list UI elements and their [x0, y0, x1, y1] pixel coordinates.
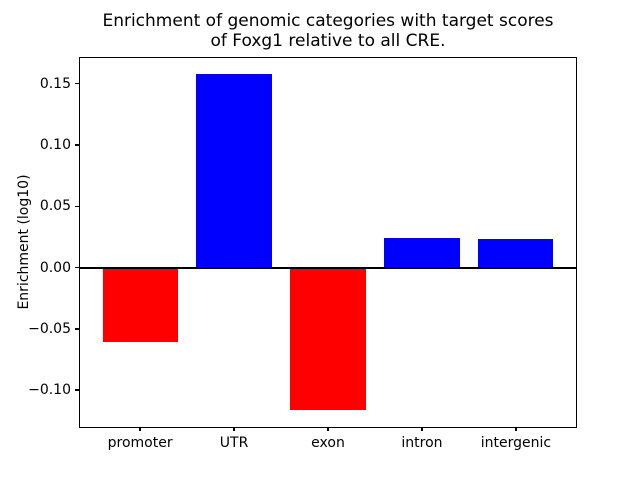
x-tick-mark: [139, 427, 141, 431]
x-tick-mark: [233, 427, 235, 431]
bar-promoter: [102, 267, 178, 343]
x-tick-label-intergenic: intergenic: [480, 435, 552, 451]
y-tick-mark: [75, 144, 79, 146]
y-tick-mark: [75, 328, 79, 330]
zero-line: [80, 266, 576, 269]
x-tick-label-UTR: UTR: [219, 435, 249, 451]
x-tick-label-intron: intron: [401, 435, 443, 451]
y-tick-mark: [75, 389, 79, 391]
bar-intergenic: [478, 239, 554, 268]
x-tick-mark: [327, 427, 329, 431]
y-tick-label: 0.00: [39, 259, 71, 276]
y-tick-label: 0.15: [39, 75, 71, 92]
y-tick-label: −0.05: [28, 320, 71, 337]
bar-exon: [290, 267, 366, 410]
y-tick-label: 0.05: [39, 198, 71, 215]
y-tick-mark: [75, 266, 79, 269]
bar-intron: [384, 238, 460, 268]
y-tick-mark: [75, 205, 79, 208]
y-tick-mark: [75, 82, 79, 85]
x-tick-label-exon: exon: [311, 435, 345, 451]
x-tick-label-promoter: promoter: [107, 435, 173, 451]
x-tick-mark: [515, 427, 517, 431]
y-tick-label: −0.10: [28, 382, 71, 399]
x-tick-mark: [421, 427, 423, 431]
y-tick-label: 0.10: [39, 137, 71, 154]
bar-UTR: [196, 73, 272, 268]
chart-title: Enrichment of genomic categories with ta…: [102, 11, 554, 52]
y-axis-label: Enrichment (log10): [16, 174, 32, 310]
plot-area: promoter UTR exon intron intergenic 0.15 0.10 0…: [28, 57, 577, 451]
